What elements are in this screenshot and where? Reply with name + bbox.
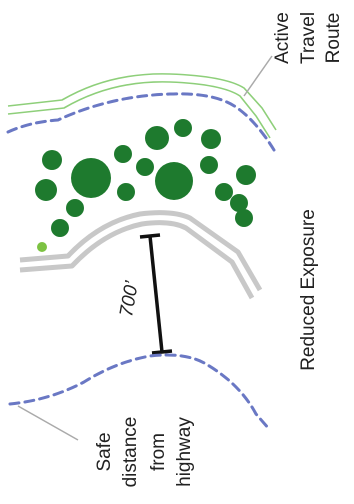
- dashed-boundary-bottom: [8, 353, 272, 432]
- highway: [19, 210, 263, 300]
- active-travel-route-line-1: Active: [272, 12, 293, 64]
- leader-line-active-travel: [243, 55, 273, 97]
- travel-route-line-outer: [7, 73, 277, 131]
- distance-measure: 700’: [116, 233, 173, 355]
- measure-cap-top: [139, 233, 161, 239]
- dashed-boundary-top: [6, 92, 276, 152]
- leader-line-safe-distance: [17, 405, 79, 441]
- distance-label: 700’: [116, 279, 143, 319]
- tree-13: [200, 156, 218, 174]
- tree-3: [66, 199, 84, 217]
- active-travel-route-line-2: Travel: [298, 12, 319, 64]
- highway-line-lower: [19, 220, 255, 300]
- measure-cap-bottom: [151, 349, 173, 355]
- safe-distance-line-1: Safe: [94, 432, 115, 471]
- tree-5: [71, 158, 111, 198]
- tree-4: [51, 219, 69, 237]
- tree-14: [215, 183, 233, 201]
- tree-1: [42, 150, 62, 170]
- tree-7: [117, 183, 135, 201]
- safe-distance-label: Safe distance from highway: [94, 417, 195, 488]
- tree-9: [145, 126, 169, 150]
- small-tree: [37, 242, 47, 252]
- tree-16: [230, 194, 248, 212]
- measure-line: [148, 235, 164, 353]
- tree-8: [136, 158, 154, 176]
- tree-6: [114, 145, 132, 163]
- travel-route-line-inner: [7, 81, 271, 139]
- tree-15: [236, 165, 256, 185]
- highway-line-upper: [19, 210, 263, 292]
- tree-17: [235, 209, 253, 227]
- active-travel-route-label: Active Travel Route: [272, 12, 344, 64]
- tree-cluster: [35, 119, 256, 252]
- tree-10: [155, 162, 193, 200]
- safe-distance-line-4: highway: [174, 417, 195, 487]
- safe-distance-line-3: from: [148, 433, 169, 471]
- reduced-exposure-label: Reduced Exposure: [298, 209, 319, 371]
- tree-12: [201, 129, 221, 149]
- active-travel-route-line-3: Route: [323, 13, 344, 64]
- tree-11: [174, 119, 192, 137]
- active-travel-route: [7, 73, 277, 139]
- tree-2: [35, 179, 57, 201]
- safe-distance-line-2: distance: [120, 417, 141, 488]
